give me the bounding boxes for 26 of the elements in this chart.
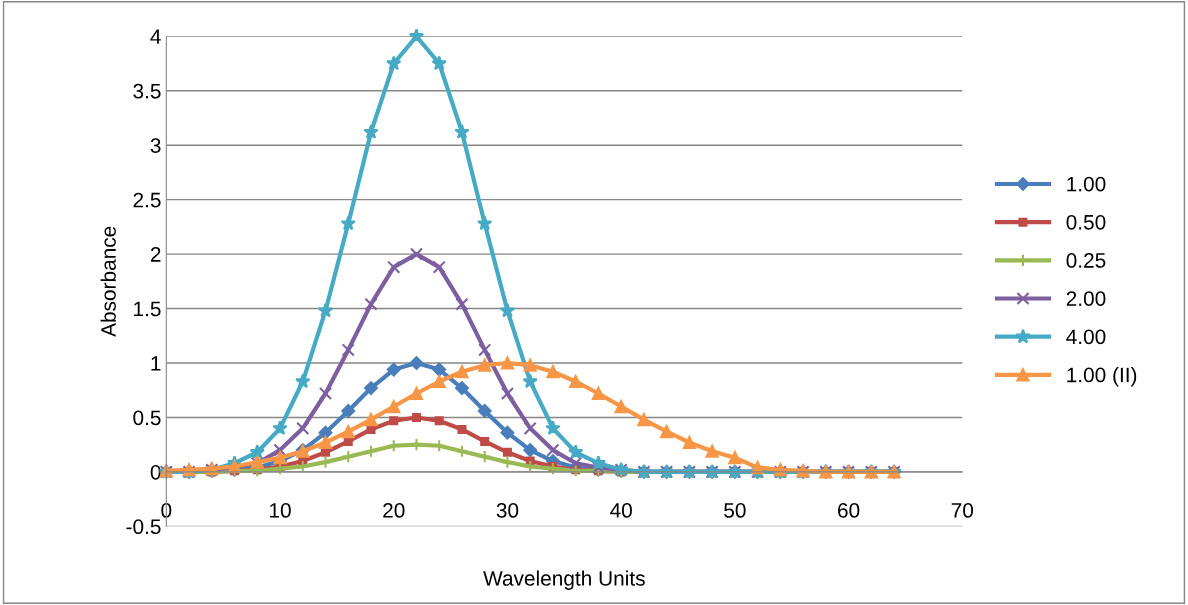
x-tick-label: 20 bbox=[383, 503, 405, 518]
x-tick-label: 30 bbox=[496, 503, 519, 518]
legend-label: 0.25 bbox=[1066, 253, 1106, 268]
x-tick-label: 10 bbox=[270, 503, 291, 518]
legend-label: 1.00 (II) bbox=[1067, 367, 1137, 387]
legend-label: 0.50 bbox=[1066, 214, 1106, 230]
legend-label: 2.00 bbox=[1066, 291, 1106, 306]
y-tick-label: 0 bbox=[150, 464, 161, 480]
y-tick-label: -0.5 bbox=[126, 519, 161, 535]
x-tick-label: 50 bbox=[724, 503, 746, 518]
y-tick-label: 1.5 bbox=[134, 301, 161, 317]
x-axis-title: Wavelength Units bbox=[483, 570, 645, 590]
x-tick-label: 0 bbox=[161, 503, 172, 518]
legend-label: 1.00 bbox=[1067, 176, 1106, 192]
y-tick-label: 3 bbox=[150, 138, 161, 153]
legend-label: 4.00 bbox=[1066, 329, 1106, 345]
y-tick-label: 1 bbox=[151, 356, 161, 371]
y-tick-label: 0.5 bbox=[133, 410, 161, 426]
y-tick-label: 2.5 bbox=[133, 192, 161, 208]
x-tick-label: 40 bbox=[610, 503, 632, 518]
y-tick-label: 3.5 bbox=[133, 83, 161, 99]
x-tick-label: 60 bbox=[838, 503, 860, 518]
y-axis-title: Absorbance bbox=[100, 226, 116, 337]
y-tick-label: 2 bbox=[150, 247, 161, 262]
y-tick-label: 4 bbox=[150, 29, 161, 44]
x-tick-label: 70 bbox=[951, 503, 974, 518]
